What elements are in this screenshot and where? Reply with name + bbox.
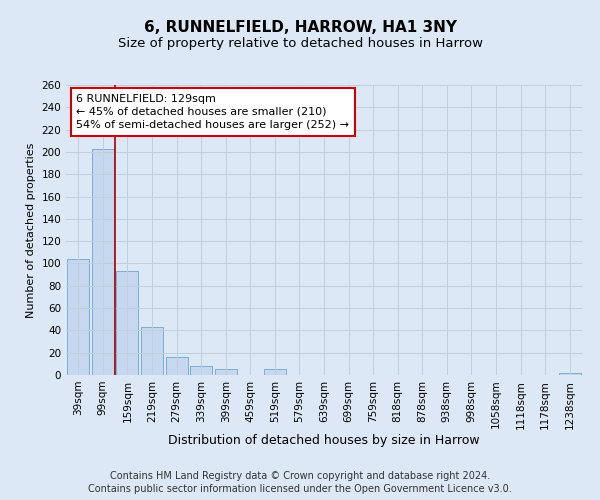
Bar: [116, 272, 139, 375]
Text: Contains HM Land Registry data © Crown copyright and database right 2024.: Contains HM Land Registry data © Crown c…: [110, 471, 490, 481]
X-axis label: Distribution of detached houses by size in Harrow: Distribution of detached houses by size …: [168, 434, 480, 447]
Bar: [264, 370, 286, 375]
Bar: [559, 373, 581, 375]
Bar: [215, 370, 237, 375]
Bar: [166, 357, 188, 375]
Y-axis label: Number of detached properties: Number of detached properties: [26, 142, 36, 318]
Text: 6, RUNNELFIELD, HARROW, HA1 3NY: 6, RUNNELFIELD, HARROW, HA1 3NY: [143, 20, 457, 35]
Bar: [141, 327, 163, 375]
Text: Size of property relative to detached houses in Harrow: Size of property relative to detached ho…: [118, 38, 482, 51]
Text: 6 RUNNELFIELD: 129sqm
← 45% of detached houses are smaller (210)
54% of semi-det: 6 RUNNELFIELD: 129sqm ← 45% of detached …: [76, 94, 349, 130]
Bar: [92, 148, 114, 375]
Bar: [67, 259, 89, 375]
Text: Contains public sector information licensed under the Open Government Licence v3: Contains public sector information licen…: [88, 484, 512, 494]
Bar: [190, 366, 212, 375]
